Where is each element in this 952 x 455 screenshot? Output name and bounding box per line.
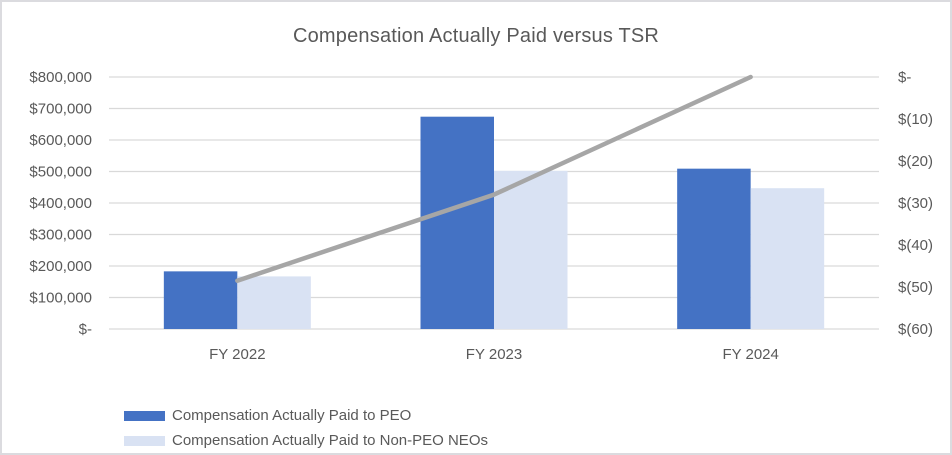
bar-series1-fy2024 [750, 188, 825, 329]
left-axis-tick: $100,000 [29, 290, 92, 307]
left-axis-tick: $300,000 [29, 227, 92, 244]
legend-item-non-peo: Compensation Actually Paid to Non-PEO NE… [124, 430, 488, 451]
right-axis-tick: $- [898, 69, 911, 86]
right-axis-tick: $(10) [898, 111, 933, 128]
x-axis-label: FY 2024 [722, 346, 778, 363]
right-axis-tick: $(40) [898, 237, 933, 254]
legend-label-peo: Compensation Actually Paid to PEO [172, 407, 412, 424]
tsr-line [235, 74, 753, 283]
left-axis-tick: $200,000 [29, 258, 92, 275]
right-axis-tick: $(30) [898, 195, 933, 212]
x-axis-label: FY 2023 [466, 346, 522, 363]
right-axis-tick: $(50) [898, 279, 933, 296]
bar-series0-fy2022 [163, 271, 238, 329]
left-axis-tick: $800,000 [29, 69, 92, 86]
legend-item-peo: Compensation Actually Paid to PEO [124, 405, 488, 426]
left-axis-tick: $400,000 [29, 195, 92, 212]
left-axis-tick: $- [79, 321, 92, 338]
right-axis-tick: $(20) [898, 153, 933, 170]
left-axis-tick: $600,000 [29, 132, 92, 149]
bar-series0-fy2023 [420, 116, 494, 329]
legend-swatch-non-peo [124, 435, 165, 446]
x-axis-label: FY 2022 [209, 346, 265, 363]
left-axis-tick: $500,000 [29, 164, 92, 181]
bar-series0-fy2024 [677, 168, 751, 329]
bar-series1-fy2023 [494, 170, 568, 329]
legend-label-non-peo: Compensation Actually Paid to Non-PEO NE… [172, 432, 488, 449]
legend: Compensation Actually Paid to PEO Compen… [124, 405, 488, 451]
legend-swatch-peo [124, 410, 165, 421]
left-axis-tick: $700,000 [29, 101, 92, 118]
bar-series1-fy2022 [237, 276, 311, 329]
right-axis-tick: $(60) [898, 321, 933, 338]
chart-title: Compensation Actually Paid versus TSR [292, 25, 660, 47]
